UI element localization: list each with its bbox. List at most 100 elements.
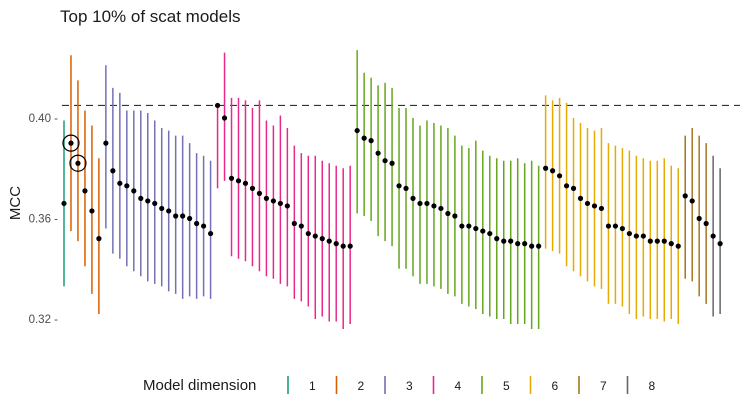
point-dim-4	[221, 115, 228, 121]
point-dim-7	[703, 220, 709, 227]
highlight-circle	[69, 154, 87, 172]
point-dim-6	[619, 225, 626, 232]
point-dim-5	[452, 213, 458, 219]
point-dim-4	[235, 178, 242, 184]
point-dim-4	[312, 233, 318, 239]
legend-title: Model dimension	[143, 377, 256, 394]
y-tick-label: 0.40 -	[29, 113, 59, 125]
point-dim-3	[117, 180, 123, 186]
point-dim-5	[417, 200, 423, 207]
legend-label-4: 4	[455, 379, 462, 393]
point-dim-3	[159, 205, 165, 212]
point-dim-6	[577, 195, 584, 201]
point-dim-5	[375, 150, 381, 156]
point-dim-5	[494, 236, 500, 242]
point-dim-5	[403, 185, 409, 191]
point-dim-6	[563, 183, 570, 189]
highlight-layer	[62, 134, 87, 172]
point-dim-4	[277, 200, 283, 207]
point-dim-5	[389, 160, 395, 166]
point-dim-4	[340, 243, 346, 249]
legend-label-8: 8	[649, 379, 656, 393]
point-dim-6	[640, 233, 646, 239]
point-dim-5	[361, 135, 367, 141]
point-dim-4	[305, 230, 311, 237]
point-dim-3	[201, 223, 207, 229]
point-dim-1	[61, 200, 67, 207]
point-dim-3	[145, 198, 151, 204]
point-dim-4	[263, 195, 270, 201]
y-tick-label: 0.32 -	[29, 314, 59, 326]
point-dim-5	[459, 223, 465, 229]
point-dim-6	[661, 238, 667, 244]
point-dim-3	[103, 140, 109, 146]
point-dim-6	[543, 165, 549, 171]
point-dim-4	[214, 102, 221, 109]
point-dim-5	[424, 200, 430, 207]
point-dim-5	[536, 243, 542, 249]
point-dim-5	[529, 243, 535, 249]
y-axis-label: MCC	[7, 186, 24, 220]
point-dim-5	[487, 230, 493, 237]
point-dim-5	[382, 158, 388, 164]
point-dim-5	[445, 210, 451, 217]
point-dim-8	[710, 233, 716, 239]
point-dim-3	[138, 195, 144, 201]
point-dim-4	[256, 190, 263, 196]
point-dim-4	[291, 220, 297, 227]
point-dim-5	[515, 241, 521, 247]
point-dim-5	[501, 238, 507, 244]
highlight-circle	[62, 134, 80, 152]
point-dim-5	[438, 205, 444, 212]
point-dim-6	[626, 230, 632, 237]
point-dim-7	[682, 193, 688, 199]
y-tick-label: 0.36 -	[29, 214, 59, 226]
point-dim-2	[96, 236, 102, 242]
y-tick-layer: 0.32 - 0.36 - 0.40 -	[29, 113, 59, 326]
point-dim-4	[249, 185, 256, 191]
point-dim-4	[347, 243, 353, 249]
point-dim-5	[480, 228, 486, 234]
point-dim-6	[654, 238, 660, 244]
point-dim-6	[556, 173, 563, 179]
point-dim-3	[152, 200, 158, 207]
legend-label-5: 5	[503, 379, 510, 393]
point-dim-6	[570, 185, 577, 191]
point-dim-6	[584, 200, 591, 207]
legend-label-7: 7	[600, 379, 607, 393]
point-dim-6	[598, 205, 605, 212]
error-bar-layer	[63, 50, 721, 330]
point-dim-2	[68, 140, 74, 146]
point-dim-3	[131, 188, 137, 194]
point-dim-3	[124, 183, 130, 189]
point-dim-5	[354, 127, 360, 134]
point-dim-3	[207, 230, 214, 237]
point-dim-2	[75, 160, 81, 166]
point-dim-5	[368, 138, 374, 144]
point-dim-2	[82, 188, 88, 194]
point-dim-8	[717, 241, 723, 247]
point-dim-3	[166, 208, 172, 214]
point-dim-4	[242, 180, 249, 186]
point-dim-5	[508, 238, 514, 244]
point-dim-6	[675, 243, 681, 249]
point-dim-3	[194, 220, 200, 227]
point-dim-5	[410, 195, 416, 201]
legend-label-3: 3	[406, 379, 413, 393]
point-dim-4	[284, 203, 290, 209]
legend: Model dimension 1 2 3 4 5 6 7 8	[143, 376, 656, 394]
point-dim-4	[298, 223, 304, 229]
point-dim-7	[696, 215, 702, 222]
point-dim-6	[550, 168, 556, 174]
point-dim-5	[473, 225, 479, 232]
point-dim-6	[612, 223, 619, 229]
point-dim-6	[605, 223, 612, 229]
point-dim-3	[110, 168, 116, 174]
point-dim-5	[466, 223, 472, 229]
legend-label-1: 1	[309, 379, 316, 393]
point-dim-7	[689, 198, 695, 204]
legend-label-2: 2	[358, 379, 365, 393]
point-dim-3	[187, 215, 193, 222]
